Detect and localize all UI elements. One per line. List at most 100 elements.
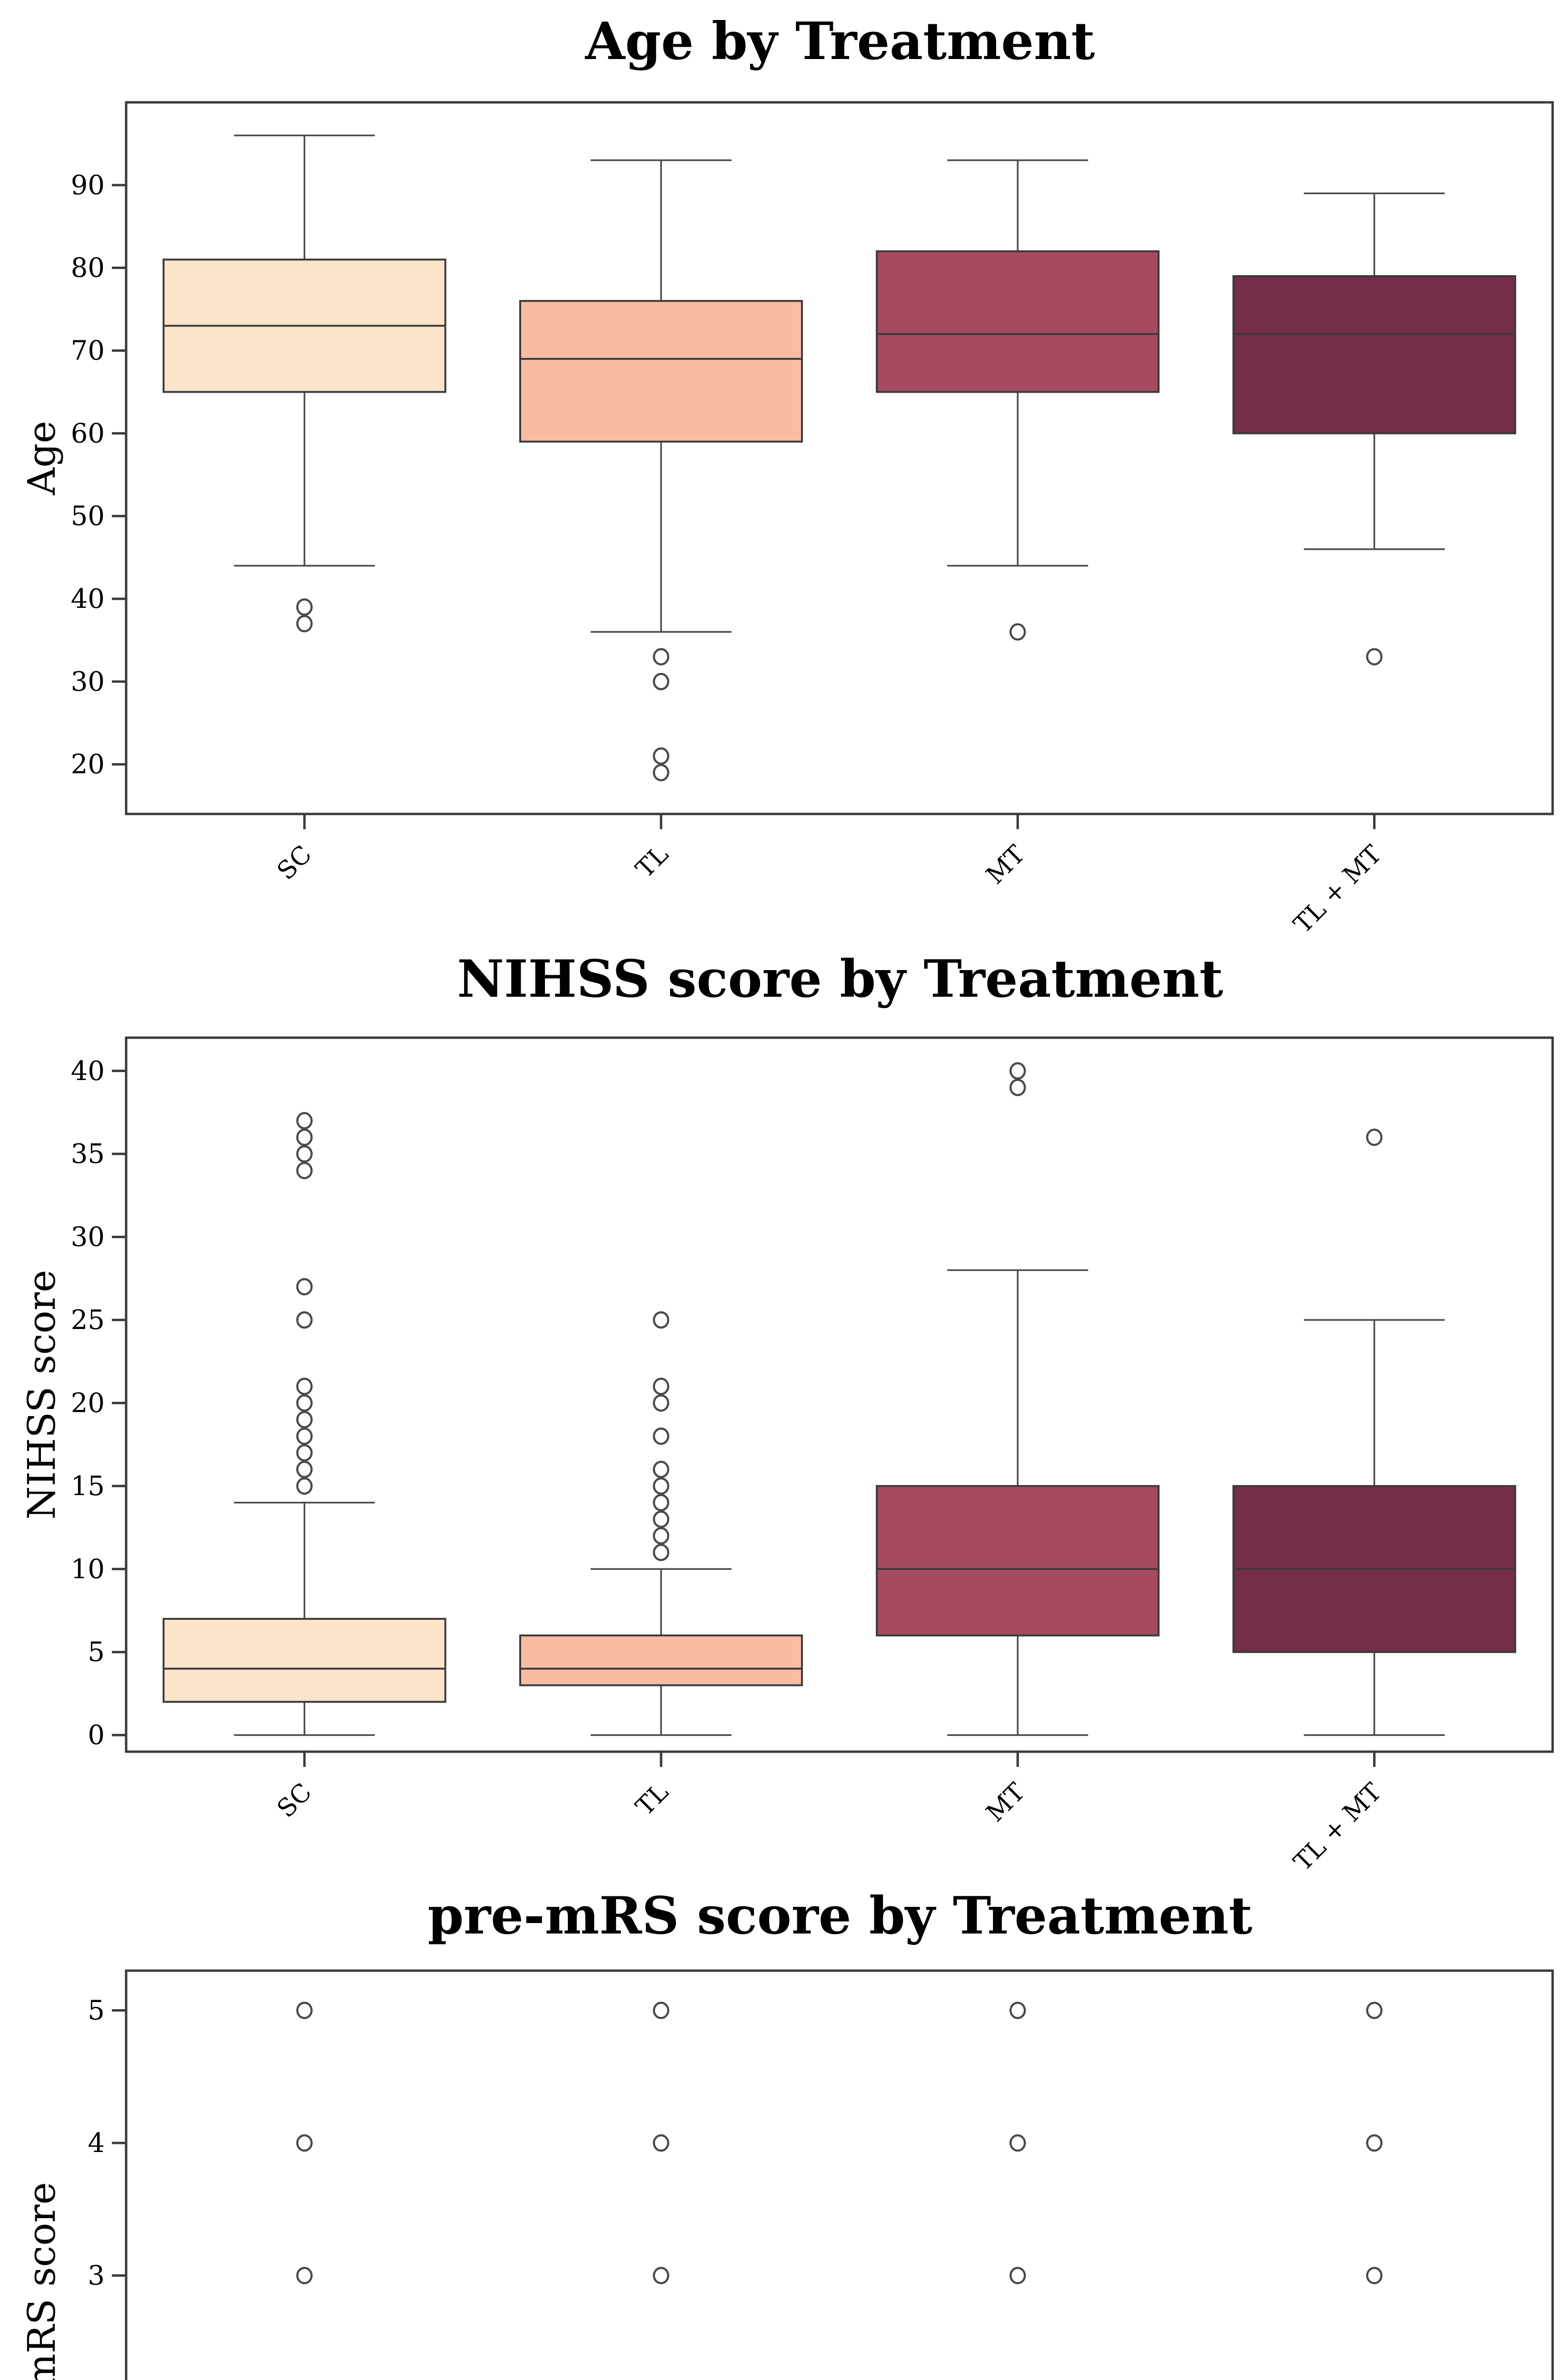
chart1-title: Age by Treatment — [585, 11, 1095, 71]
y-tick-label: 50 — [71, 501, 105, 532]
y-tick-label: 5 — [88, 1637, 105, 1668]
y-tick-label: 80 — [71, 253, 105, 284]
boxplot-MT: MT — [876, 159, 1160, 890]
outlier-point — [296, 1145, 313, 1163]
outlier-point — [296, 598, 313, 616]
y-tick-label: 20 — [71, 749, 105, 780]
panel-3: 012345SCTLMTTL + MT — [88, 1969, 1554, 2380]
y-tick-label: 60 — [71, 418, 105, 449]
outlier-point — [1009, 2267, 1026, 2284]
y-tick-label: 0 — [88, 1720, 105, 1751]
outlier-point — [296, 1378, 313, 1395]
boxplot-TL: TL — [519, 159, 803, 883]
iqr-box — [1232, 275, 1516, 435]
outlier-point — [653, 673, 670, 691]
outlier-point — [653, 1527, 670, 1545]
y-tick-label: 5 — [88, 1995, 105, 2026]
outlier-point — [1009, 2134, 1026, 2152]
outlier-point — [653, 2267, 670, 2284]
outlier-point — [653, 1510, 670, 1528]
plot-frame — [125, 101, 1554, 815]
outlier-point — [296, 2267, 313, 2284]
outlier-point — [653, 1460, 670, 1478]
boxplot-TL: TL — [653, 2002, 670, 2284]
panel-1: 20 30 40 50 60 70 80 90 SC TL MT TL + MT — [71, 101, 1554, 939]
outlier-point — [1366, 2267, 1383, 2284]
boxplot-SC: SC — [296, 2002, 313, 2284]
outlier-point — [1009, 1079, 1026, 1096]
y-tick-label: 70 — [71, 336, 105, 367]
y-tick-label: 30 — [71, 1222, 105, 1253]
y-tick-label: 35 — [71, 1139, 105, 1170]
iqr-box — [876, 250, 1160, 393]
outlier-point — [296, 1394, 313, 1412]
boxplot-SC: SC — [162, 1112, 446, 1824]
boxplot-TL: TL — [519, 1311, 803, 1821]
outlier-point — [653, 1494, 670, 1511]
outlier-point — [1366, 2002, 1383, 2019]
x-tick-label: MT — [981, 840, 1031, 890]
outlier-point — [1009, 623, 1026, 641]
boxplot-MT: MT — [876, 1062, 1160, 1828]
y-tick-label: 30 — [71, 666, 105, 697]
outlier-point — [653, 747, 670, 765]
plot-frame — [125, 1969, 1554, 2380]
panel-2: 0 5 10 15 20 25 30 35 40 SC TL MT TL + MT — [71, 1036, 1554, 1877]
outlier-point — [296, 1427, 313, 1445]
outlier-point — [296, 1411, 313, 1428]
outlier-point — [1366, 1129, 1383, 1146]
iqr-box — [519, 300, 803, 443]
outlier-point — [653, 1427, 670, 1445]
y-tick-label: 15 — [71, 1471, 105, 1502]
outlier-point — [1366, 648, 1383, 665]
outlier-point — [296, 1460, 313, 1478]
outlier-point — [1366, 2134, 1383, 2152]
outlier-point — [653, 648, 670, 665]
y-tick-label: 90 — [71, 170, 105, 201]
y-tick-label: 20 — [71, 1388, 105, 1418]
iqr-box — [876, 1485, 1160, 1636]
iqr-box — [162, 1617, 446, 1703]
outlier-point — [296, 615, 313, 633]
boxplot-MT: MT — [1009, 2002, 1026, 2284]
plot-frame — [125, 1036, 1554, 1753]
boxplot-TL+MT: TL + MT — [1232, 1129, 1516, 1877]
y-tick-label: 4 — [88, 2128, 105, 2159]
outlier-point — [653, 1394, 670, 1412]
outlier-point — [296, 2134, 313, 2152]
outlier-point — [296, 1129, 313, 1146]
outlier-point — [653, 2002, 670, 2019]
outlier-point — [296, 1161, 313, 1180]
outlier-point — [296, 1444, 313, 1462]
outlier-point — [296, 1278, 313, 1296]
y-tick-label: 10 — [71, 1554, 105, 1585]
outlier-point — [296, 2002, 313, 2019]
outlier-point — [1009, 2002, 1026, 2019]
outlier-point — [296, 1112, 313, 1130]
outlier-point — [653, 2134, 670, 2152]
boxplot-TL+MT: TL + MT — [1366, 2002, 1383, 2284]
x-tick-label: TL — [631, 840, 674, 883]
y-tick-label: 3 — [88, 2261, 105, 2291]
chart2-title: NIHSS score by Treatment — [457, 949, 1223, 1009]
y-tick-label: 25 — [71, 1305, 105, 1336]
outlier-point — [653, 1544, 670, 1561]
chart3-title: pre-mRS score by Treatment — [427, 1886, 1253, 1946]
outlier-point — [653, 764, 670, 782]
outlier-point — [653, 1477, 670, 1495]
x-tick-label: SC — [272, 1778, 317, 1824]
y-tick-label: 40 — [71, 584, 105, 615]
x-tick-label: TL — [631, 1778, 674, 1821]
x-tick-label: TL + MT — [1288, 840, 1387, 939]
iqr-box — [519, 1634, 803, 1686]
boxplot-SC: SC — [162, 134, 446, 886]
outlier-point — [653, 1378, 670, 1395]
outlier-point — [296, 1477, 313, 1495]
outlier-point — [653, 1311, 670, 1329]
y-tick-label: 40 — [71, 1056, 105, 1087]
outlier-point — [1009, 1062, 1026, 1080]
x-tick-label: MT — [981, 1778, 1031, 1828]
outlier-point — [296, 1311, 313, 1329]
x-tick-label: TL + MT — [1288, 1778, 1387, 1877]
